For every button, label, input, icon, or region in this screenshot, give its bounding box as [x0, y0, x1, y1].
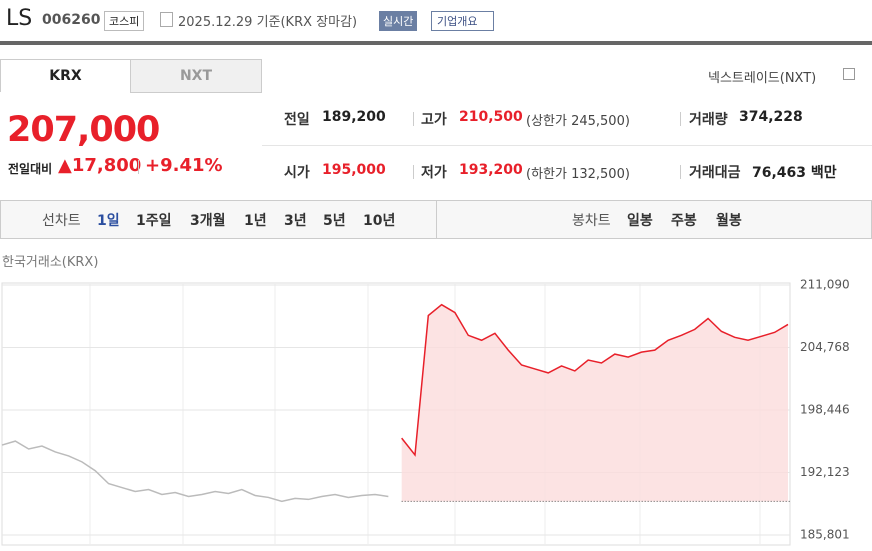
y-tick-label: 192,123 — [800, 465, 850, 479]
period-button[interactable]: 3년 — [284, 213, 307, 229]
area-fill — [401, 304, 788, 502]
period-button[interactable]: 5년 — [323, 213, 346, 229]
change-label: 전일대비 — [8, 162, 53, 176]
period-label: 봉차트 — [572, 213, 611, 229]
period-button[interactable]: 1주일 — [136, 213, 172, 229]
stat-label: 시가 — [284, 165, 310, 181]
chart-title: 한국거래소(KRX) — [2, 255, 99, 270]
stat-value: 374,228 — [739, 109, 803, 125]
stock-code: 006260 — [42, 12, 101, 28]
plot-frame — [1, 282, 791, 546]
period-button[interactable]: 주봉 — [671, 213, 697, 229]
realtime-button[interactable]: 실시간 — [379, 11, 418, 31]
y-tick-label: 198,446 — [800, 402, 850, 416]
price-line — [1, 440, 389, 503]
stat-label: 전일 — [284, 112, 310, 128]
stat-value: 189,200 — [322, 109, 386, 125]
change: ▲17,800 — [58, 155, 142, 176]
y-tick-label: 211,090 — [800, 278, 850, 292]
nxt-link[interactable]: 넥스트레이드(NXT) — [708, 71, 817, 86]
stat-value: 193,200 — [459, 162, 523, 178]
change-rate: +9.41% — [145, 155, 223, 176]
divider — [262, 145, 872, 146]
stat-unit: 백만 — [810, 165, 837, 181]
period-button[interactable]: 3개월 — [190, 213, 226, 229]
divider — [436, 201, 437, 238]
stat-label: 거래량 — [689, 112, 728, 128]
stat-label: 고가 — [421, 112, 447, 128]
stat-value: 195,000 — [322, 162, 386, 178]
tab[interactable]: NXT — [130, 59, 262, 93]
stat-number: 76,463 — [752, 165, 807, 181]
stat-value: 76,463 백만 — [752, 162, 837, 182]
y-tick-label: 204,768 — [800, 340, 850, 354]
stat-value: 210,500 — [459, 109, 523, 125]
period-button[interactable]: 월봉 — [716, 213, 742, 229]
overview-button[interactable]: 기업개요 — [431, 11, 495, 31]
price-line — [401, 303, 789, 457]
header-rule — [0, 41, 872, 45]
period-button[interactable]: 10년 — [363, 213, 396, 229]
calendar-icon — [160, 12, 173, 27]
help-icon[interactable] — [843, 68, 855, 80]
period-label: 선차트 — [42, 213, 81, 229]
period-button[interactable]: 1년 — [244, 213, 267, 229]
change-value: 17,800 — [71, 155, 142, 176]
stock-name: LS — [6, 6, 33, 31]
period-button[interactable]: 일봉 — [627, 213, 653, 229]
stat-label: 거래대금 — [689, 165, 741, 181]
period-button[interactable]: 1일 — [97, 213, 120, 229]
y-tick-label: 185,801 — [800, 528, 850, 542]
stat-note: (상한가 245,500) — [526, 114, 630, 129]
market-badge: 코스피 — [104, 11, 145, 31]
stat-label: 저가 — [421, 165, 447, 181]
current-price: 207,000 — [7, 110, 160, 150]
date: 2025.12.29 기준(KRX 장마감) — [178, 15, 358, 30]
stat-note: (하한가 132,500) — [526, 167, 630, 182]
